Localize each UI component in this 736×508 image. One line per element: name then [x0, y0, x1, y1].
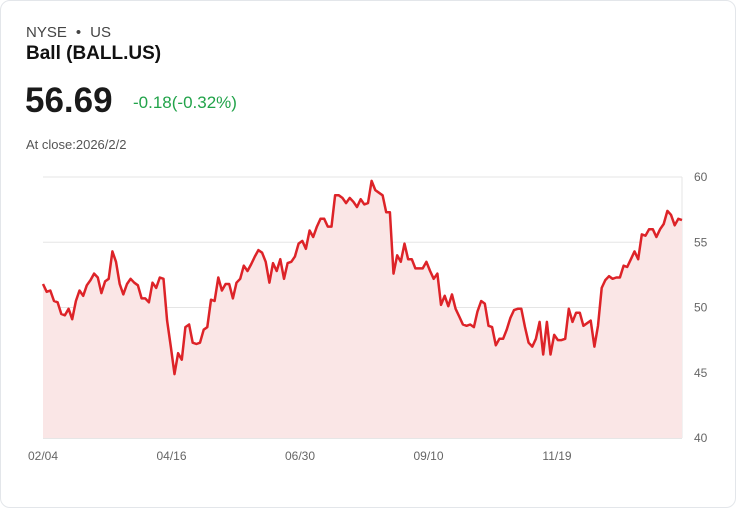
exchange-label: NYSE [26, 24, 67, 41]
x-tick-label: 06/30 [285, 449, 315, 463]
price-line [41, 179, 683, 376]
x-tick-label: 04/16 [156, 449, 186, 463]
separator-dot: • [75, 24, 82, 41]
y-tick-label: 45 [694, 366, 708, 380]
current-price: 56.69 [25, 81, 113, 120]
y-tick-label: 55 [694, 235, 708, 249]
y-tick-label: 60 [694, 170, 708, 184]
y-tick-label: 40 [694, 431, 708, 445]
x-tick-label: 02/04 [28, 449, 58, 463]
country-label: US [90, 24, 111, 41]
x-tick-label: 11/19 [542, 449, 571, 463]
close-date: At close:2026/2/2 [26, 137, 127, 152]
price-change: -0.18(-0.32%) [133, 93, 237, 112]
exchange-info: NYSE • US [26, 24, 111, 41]
x-tick-label: 09/10 [413, 449, 443, 463]
area-fill [43, 180, 682, 438]
stock-title: Ball (BALL.US) [26, 43, 162, 64]
y-tick-label: 50 [694, 301, 708, 315]
